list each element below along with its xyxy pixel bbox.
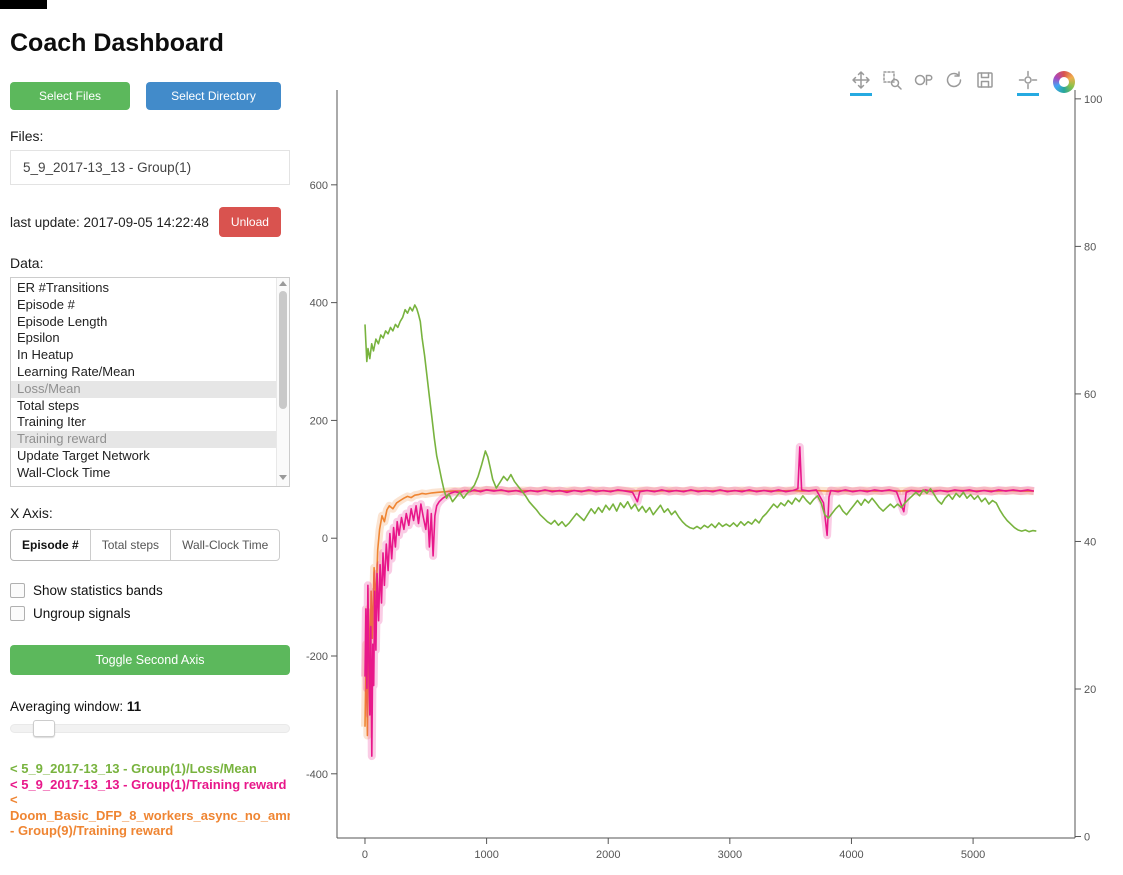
x-tick-label: 1000 xyxy=(474,849,498,861)
y-right-tick-label: 40 xyxy=(1084,536,1096,548)
page-title: Coach Dashboard xyxy=(10,28,224,57)
y-right-tick-label: 80 xyxy=(1084,241,1096,253)
scroll-down-arrow-icon[interactable] xyxy=(279,475,287,480)
data-list-item-total-steps[interactable]: Total steps xyxy=(17,397,80,413)
reset-icon[interactable] xyxy=(942,68,966,96)
pan-icon[interactable] xyxy=(849,68,873,96)
box-select-icon[interactable] xyxy=(911,68,935,96)
legend-entry[interactable]: < 5_9_2017-13_13 - Group(1)/Loss/Mean xyxy=(10,761,290,777)
legend-text: Doom_Basic_DFP_8_workers_async_no_amn - … xyxy=(10,807,290,839)
checkbox-block: Show statistics bands Ungroup signals xyxy=(10,583,290,621)
averaging-window-slider[interactable] xyxy=(10,720,290,737)
legend-text: 5_9_2017-13_13 - Group(1)/Training rewar… xyxy=(21,776,287,792)
x-tick-label: 3000 xyxy=(718,849,742,861)
legend-marker: < xyxy=(10,792,18,807)
hover-icon[interactable] xyxy=(1016,68,1040,96)
data-list-items: ER #Transitions Episode # Episode Length Ep… xyxy=(11,278,289,484)
box-zoom-icon[interactable] xyxy=(880,68,904,96)
x-axis-option-total-steps[interactable]: Total steps xyxy=(89,529,172,561)
toggle-second-axis-button[interactable]: Toggle Second Axis xyxy=(10,645,290,675)
x-axis-label: X Axis: xyxy=(10,505,53,521)
data-list-item-epsilon[interactable]: Epsilon xyxy=(17,330,60,346)
y-left-tick-label: 400 xyxy=(310,298,328,310)
x-tick-label: 0 xyxy=(362,849,368,861)
data-list-item-er-transitions[interactable]: ER #Transitions xyxy=(17,280,109,295)
bokeh-logo-icon[interactable] xyxy=(1053,71,1075,93)
files-list: 5_9_2017-13_13 - Group(1) xyxy=(10,150,290,185)
legend-marker: < xyxy=(10,761,22,776)
checkbox-row-show-statistics-bands: Show statistics bands xyxy=(10,583,290,598)
x-tick-label: 5000 xyxy=(961,849,985,861)
data-label: Data: xyxy=(10,255,44,271)
checkbox-label: Ungroup signals xyxy=(33,606,131,621)
data-list[interactable]: ER #Transitions Episode # Episode Length Ep… xyxy=(10,277,290,487)
unload-button[interactable]: Unload xyxy=(218,207,281,237)
y-left-tick-label: 600 xyxy=(310,180,328,192)
last-update-text: last update: 2017-09-05 14:22:48 xyxy=(10,214,209,230)
y-right-tick-label: 100 xyxy=(1084,94,1102,106)
y-right-tick-label: 0 xyxy=(1084,832,1090,844)
last-update-row: last update: 2017-09-05 14:22:48 Unload xyxy=(10,207,290,237)
series-band xyxy=(361,485,1034,740)
averaging-window-row: Averaging window: 11 xyxy=(10,699,290,714)
scroll-up-arrow-icon[interactable] xyxy=(279,281,287,286)
data-list-item-training-reward[interactable]: Training reward xyxy=(11,431,289,448)
slider-thumb[interactable] xyxy=(33,720,55,737)
data-list-item-training-iter[interactable]: Training Iter xyxy=(17,414,86,430)
data-list-item-loss-mean[interactable]: Loss/Mean xyxy=(11,380,289,398)
checkbox-ungroup-signals[interactable] xyxy=(10,606,25,621)
file-buttons-row: Select Files Select Directory xyxy=(10,82,290,110)
series-line-5-9-2017-13-13-group-1-training-reward xyxy=(364,446,1035,757)
y-left-tick-label: 0 xyxy=(322,533,328,545)
data-list-item-wall-clock-time[interactable]: Wall-Clock Time xyxy=(17,464,111,480)
x-tick-label: 4000 xyxy=(839,849,863,861)
data-list-item-episode[interactable]: Episode # xyxy=(17,296,75,312)
y-left-tick-label: 200 xyxy=(310,415,328,427)
data-list-item-episode-length[interactable]: Episode Length xyxy=(17,313,108,329)
select-files-button[interactable]: Select Files xyxy=(10,82,130,110)
data-list-item-update-target-network[interactable]: Update Target Network xyxy=(17,447,150,463)
y-left-tick-label: -200 xyxy=(306,651,328,663)
files-list-item[interactable]: 5_9_2017-13_13 - Group(1) xyxy=(23,160,192,175)
y-right-tick-label: 20 xyxy=(1084,684,1096,696)
checkbox-show-statistics-bands[interactable] xyxy=(10,583,25,598)
x-axis-option-wall-clock-time[interactable]: Wall-Clock Time xyxy=(170,529,281,561)
bokeh-toolbar xyxy=(849,68,1075,96)
scrollbar-thumb[interactable] xyxy=(279,291,287,409)
legend-entry[interactable]: < 5_9_2017-13_13 - Group(1)/Training rew… xyxy=(10,777,290,793)
x-tick-label: 2000 xyxy=(596,849,620,861)
legend-text: 5_9_2017-13_13 - Group(1)/Loss/Mean xyxy=(21,761,257,776)
averaging-window-value: 11 xyxy=(126,699,142,714)
files-label: Files: xyxy=(10,128,44,144)
save-icon[interactable] xyxy=(973,68,997,96)
chart-area: 600 400 200 0 -200 -400 100 80 60 40 20 0 0 1000 2000 3… xyxy=(300,60,1123,875)
checkbox-label: Show statistics bands xyxy=(33,583,163,598)
y-left-tick-label: -400 xyxy=(306,769,328,781)
x-axis-option-episode[interactable]: Episode # xyxy=(10,529,91,561)
chart-legend: < 5_9_2017-13_13 - Group(1)/Loss/Mean < 5… xyxy=(10,761,290,839)
y-right-tick-label: 60 xyxy=(1084,389,1096,401)
data-list-item-in-heatup[interactable]: In Heatup xyxy=(17,347,74,363)
legend-entry[interactable]: < Doom_Basic_DFP_8_workers_async_no_amn … xyxy=(10,792,290,839)
series-line-5-9-2017-13-13-group-1-loss-mean xyxy=(364,304,1037,533)
data-list-scrollbar[interactable] xyxy=(276,278,289,486)
x-axis-button-group: Episode # Total steps Wall-Clock Time xyxy=(10,529,281,561)
series-lines xyxy=(361,304,1037,761)
averaging-window-label: Averaging window: xyxy=(10,699,124,714)
select-directory-button[interactable]: Select Directory xyxy=(146,82,281,110)
legend-marker: < xyxy=(10,776,22,792)
checkbox-row-ungroup-signals: Ungroup signals xyxy=(10,606,290,621)
screen-corner-artifact xyxy=(0,0,47,9)
data-list-item-learning-rate-mean[interactable]: Learning Rate/Mean xyxy=(17,363,135,379)
series-line-doom-basic-dfp-8-workers-async-no-amn-group-9-training-reward xyxy=(364,489,1034,737)
sidebar: Select Files Select Directory Files: 5_9… xyxy=(0,70,300,839)
